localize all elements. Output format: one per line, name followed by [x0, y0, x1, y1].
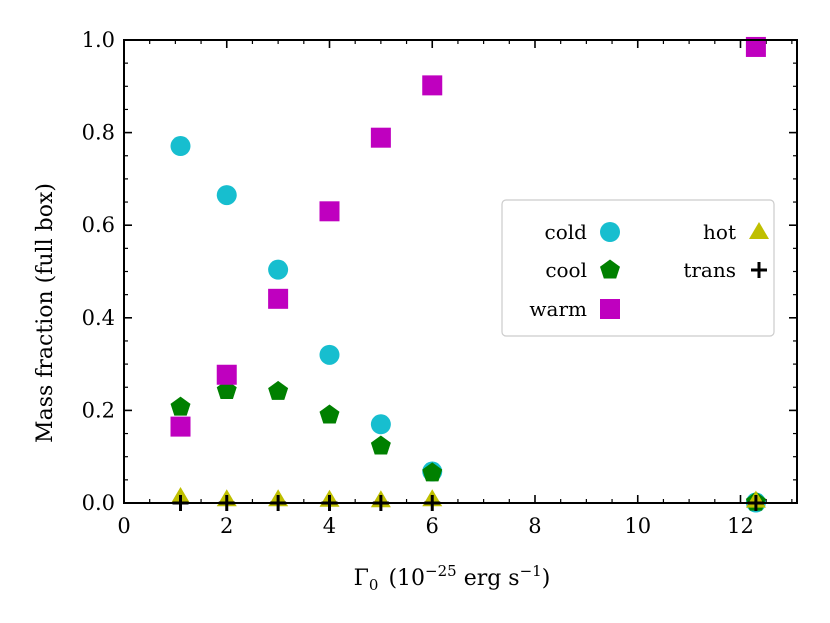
point-cold: [370, 414, 391, 435]
point-warm: [268, 288, 289, 309]
legend-entry-cold: cold: [545, 220, 620, 244]
point-cool: [268, 380, 289, 400]
plot-frame: [123, 39, 798, 504]
point-cold: [170, 136, 191, 157]
point-warm: [170, 416, 191, 437]
y-tick-label: 0.8: [82, 121, 115, 145]
point-warm: [216, 364, 237, 385]
series-cool: [170, 379, 766, 511]
point-cool: [319, 404, 340, 424]
legend-label: warm: [529, 297, 587, 321]
y-tick-label: 0.4: [82, 306, 115, 330]
point-cool: [170, 396, 191, 416]
y-tick-label: 0.0: [82, 491, 115, 515]
x-tick-label: 4: [323, 514, 336, 538]
legend-entry-cool: cool: [545, 258, 620, 282]
tick-labels: 0 2 4 6 8 10 12 0.0 0.2 0.4 0.6 0.8 1.0: [82, 28, 754, 538]
series-hot: [170, 486, 766, 508]
point-cool: [370, 435, 391, 455]
y-axis-title: Mass fraction (full box): [33, 183, 58, 443]
point-warm: [745, 36, 766, 57]
legend: cold cool warm hot trans: [501, 199, 775, 337]
x-tick-label: 6: [426, 514, 439, 538]
y-tick-label: 1.0: [82, 28, 115, 52]
series-warm: [170, 36, 766, 437]
legend-entry-trans: trans: [683, 258, 767, 282]
point-cold: [268, 259, 289, 280]
y-tick-label: 0.6: [82, 213, 115, 237]
legend-entry-warm: warm: [529, 297, 620, 321]
point-cold: [319, 344, 340, 365]
legend-marker-warm: [600, 299, 620, 319]
legend-label: cool: [545, 258, 587, 282]
point-warm: [319, 201, 340, 222]
legend-marker-hot: [749, 222, 769, 239]
legend-label: trans: [683, 258, 736, 282]
point-warm: [422, 75, 443, 96]
point-cool: [422, 462, 443, 482]
legend-marker-cold: [600, 222, 620, 242]
x-tick-label: 10: [624, 514, 651, 538]
legend-entry-hot: hot: [703, 220, 769, 244]
legend-label: hot: [703, 220, 736, 244]
legend-marker-cool: [600, 259, 620, 279]
legend-marker-trans: [751, 262, 767, 278]
point-warm: [370, 127, 391, 148]
x-axis-title: Γ0 (10−25 erg s−1): [354, 562, 551, 594]
legend-box: [501, 199, 775, 337]
x-tick-label: 2: [220, 514, 233, 538]
x-tick-label: 8: [528, 514, 541, 538]
point-cold: [216, 185, 237, 206]
x-tick-label: 12: [727, 514, 754, 538]
x-tick-label: 0: [117, 514, 130, 538]
y-tick-label: 0.2: [82, 398, 115, 422]
legend-label: cold: [545, 220, 588, 244]
